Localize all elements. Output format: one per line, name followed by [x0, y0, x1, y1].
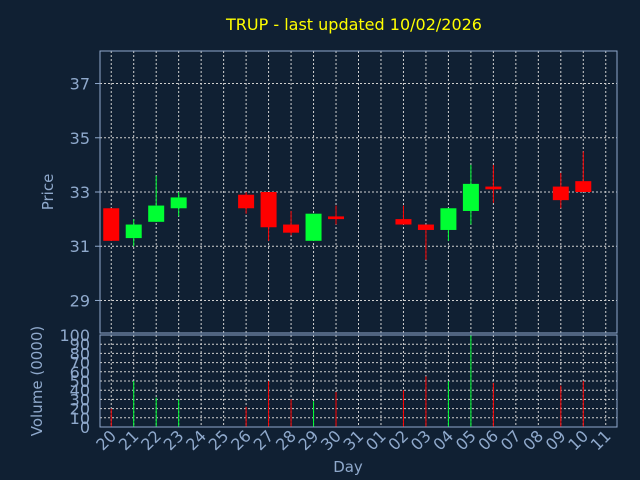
day-tick-labels: 2021222324252627282930310102030405060708… — [92, 426, 614, 454]
candle-29 — [305, 213, 322, 241]
candle-body — [305, 213, 322, 241]
candle-30 — [328, 205, 345, 225]
day-axis-label: Day — [333, 458, 363, 476]
volume-tick-label: 60 — [70, 363, 90, 382]
candle-26 — [238, 192, 255, 214]
candle-body — [440, 208, 457, 230]
volume-tick-label: 70 — [70, 354, 90, 373]
price-tick-label: 31 — [70, 237, 90, 256]
price-grid — [95, 51, 617, 333]
candle-body — [260, 192, 277, 228]
candle-20 — [103, 208, 120, 241]
volume-tick-label: 20 — [70, 400, 90, 419]
candle-09 — [552, 173, 569, 209]
candle-body — [552, 186, 569, 201]
volume-tick-label: 90 — [70, 335, 90, 354]
candle-body — [485, 186, 502, 190]
price-tick-label: 29 — [70, 291, 90, 310]
price-tick-label: 37 — [70, 75, 90, 94]
price-tick-label: 35 — [70, 129, 90, 148]
candle-body — [283, 224, 300, 233]
day-tick-label: 11 — [587, 426, 615, 454]
volume-panel-frame — [99, 334, 618, 428]
volume-grid — [100, 334, 617, 428]
candle-body — [395, 219, 412, 225]
candle-04 — [440, 208, 457, 241]
candle-27 — [260, 192, 277, 241]
price-tick-label: 33 — [70, 183, 90, 202]
candle-body — [170, 197, 187, 209]
candles — [103, 151, 592, 260]
candle-body — [125, 224, 142, 239]
candle-body — [575, 181, 592, 192]
candle-06 — [485, 164, 502, 203]
volume-tick-label: 0 — [80, 418, 90, 437]
price-panel-frame — [99, 50, 618, 334]
candle-21 — [125, 219, 142, 247]
candle-23 — [170, 192, 187, 217]
candle-body — [148, 205, 165, 222]
candle-10 — [575, 151, 592, 192]
price-axis-label: Price — [39, 174, 57, 211]
candle-02 — [395, 205, 412, 225]
candle-body — [417, 224, 434, 230]
candle-05 — [462, 164, 479, 225]
candle-22 — [148, 175, 165, 222]
candle-body — [328, 216, 345, 220]
volume-tick-label: 40 — [70, 381, 90, 400]
chart-title: TRUP - last updated 10/02/2026 — [225, 15, 482, 34]
volume-tick-label: 10 — [70, 409, 90, 428]
volume-bars — [110, 335, 584, 427]
volume-tick-label: 80 — [70, 344, 90, 363]
volume-axis-label: Volume (0000) — [28, 326, 46, 436]
candle-body — [462, 183, 479, 211]
candle-28 — [283, 210, 300, 236]
volume-tick-label: 100 — [59, 326, 90, 345]
volume-tick-label: 30 — [70, 390, 90, 409]
volume-tick-label: 50 — [70, 372, 90, 391]
candle-body — [103, 208, 120, 241]
candle-03 — [417, 224, 434, 260]
candle-body — [238, 194, 255, 209]
price-tick-labels: 29 31 33 35 37 — [70, 75, 90, 311]
